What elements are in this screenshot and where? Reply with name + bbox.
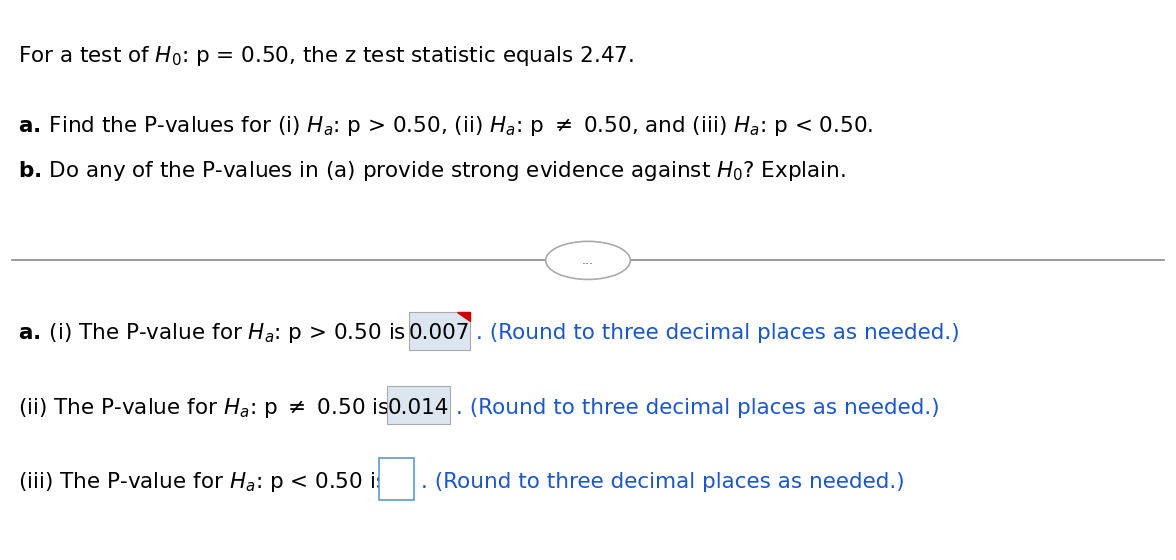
Text: ...: ... xyxy=(582,254,594,267)
Text: . (Round to three decimal places as needed.): . (Round to three decimal places as need… xyxy=(456,398,940,418)
FancyBboxPatch shape xyxy=(379,458,414,500)
Ellipse shape xyxy=(546,241,630,279)
Text: . (Round to three decimal places as needed.): . (Round to three decimal places as need… xyxy=(421,472,904,492)
FancyBboxPatch shape xyxy=(409,312,470,350)
Text: $\bf{a.}$: $\bf{a.}$ xyxy=(18,116,40,136)
Text: (i) The P-value for $H_a$: p > 0.50 is: (i) The P-value for $H_a$: p > 0.50 is xyxy=(42,321,408,345)
FancyBboxPatch shape xyxy=(387,386,450,424)
Text: (iii) The P-value for $H_a$: p < 0.50 is: (iii) The P-value for $H_a$: p < 0.50 is xyxy=(18,470,388,493)
Text: 0.014: 0.014 xyxy=(388,398,449,418)
Text: 0.007: 0.007 xyxy=(409,323,470,343)
Text: Find the P-values for (i) $H_a$: p > 0.50, (ii) $H_a$: p $\neq$ 0.50, and (iii) : Find the P-values for (i) $H_a$: p > 0.5… xyxy=(42,114,874,138)
Text: $\bf{a.}$: $\bf{a.}$ xyxy=(18,323,40,343)
Text: $\bf{b.}$: $\bf{b.}$ xyxy=(18,161,41,181)
Text: Do any of the P-values in (a) provide strong evidence against $H_0$? Explain.: Do any of the P-values in (a) provide st… xyxy=(42,159,847,183)
Polygon shape xyxy=(457,312,470,320)
Text: . (Round to three decimal places as needed.): . (Round to three decimal places as need… xyxy=(476,323,960,343)
Text: For a test of $H_0$: p = 0.50, the z test statistic equals 2.47.: For a test of $H_0$: p = 0.50, the z tes… xyxy=(18,44,634,68)
Text: (ii) The P-value for $H_a$: p $\neq$ 0.50 is: (ii) The P-value for $H_a$: p $\neq$ 0.5… xyxy=(18,396,390,419)
